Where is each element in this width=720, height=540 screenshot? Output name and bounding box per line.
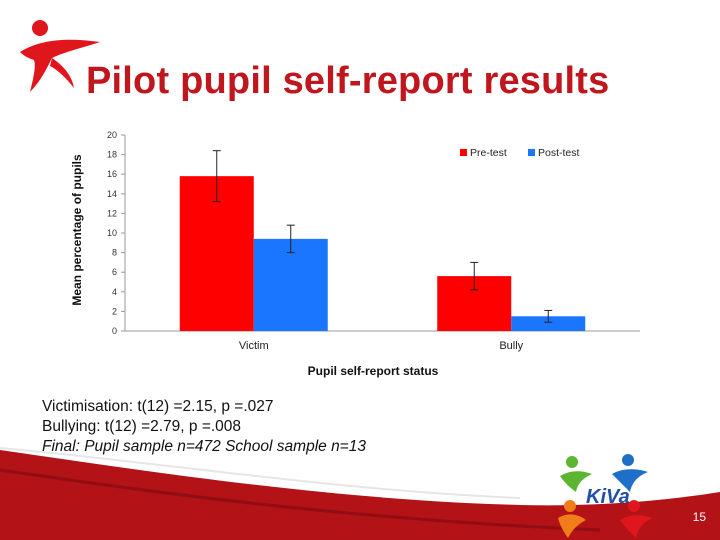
y-tick-label: 8 bbox=[112, 248, 117, 258]
x-axis: Victim Bully bbox=[239, 340, 524, 352]
x-tick-label: Victim bbox=[239, 340, 269, 352]
y-tick-label: 18 bbox=[107, 150, 117, 160]
kiva-logo: KiVa bbox=[558, 454, 652, 538]
bar-post-test-victim bbox=[253, 238, 328, 331]
y-axis-label: Mean percentage of pupils bbox=[70, 154, 84, 306]
y-tick-label: 16 bbox=[107, 169, 117, 179]
legend-label: Post-test bbox=[538, 147, 580, 159]
bars-group bbox=[179, 150, 586, 331]
y-tick-label: 2 bbox=[112, 306, 117, 316]
legend-swatch bbox=[460, 149, 467, 156]
x-tick-label: Bully bbox=[499, 340, 523, 352]
legend: Pre-test Post-test bbox=[460, 147, 580, 159]
legend-label: Pre-test bbox=[470, 147, 507, 159]
stat-bullying: Bullying: t(12) =2.79, p =.008 bbox=[42, 418, 242, 435]
legend-swatch bbox=[528, 149, 535, 156]
kiva-logo-text: KiVa bbox=[586, 486, 630, 508]
page-number: 15 bbox=[692, 510, 706, 524]
stat-victimisation: Victimisation: t(12) =2.15, p =.027 bbox=[42, 398, 274, 415]
y-tick-label: 0 bbox=[112, 326, 117, 336]
y-tick-label: 12 bbox=[107, 208, 117, 218]
y-tick-label: 20 bbox=[107, 130, 117, 140]
bar-chart: 0 2 4 6 8 10 12 14 16 18 20 Victim Bully Pre-test Po… bbox=[70, 130, 640, 378]
y-tick-label: 4 bbox=[112, 287, 117, 297]
stat-sample: Final: Pupil sample n=472 School sample … bbox=[42, 438, 366, 455]
statistics-text: Victimisation: t(12) =2.15, p =.027 Bull… bbox=[42, 397, 366, 457]
y-tick-label: 14 bbox=[107, 189, 117, 199]
y-tick-label: 10 bbox=[107, 228, 117, 238]
brand-figure-icon bbox=[20, 20, 100, 92]
x-axis-label: Pupil self-report status bbox=[308, 364, 439, 378]
y-tick-label: 6 bbox=[112, 267, 117, 277]
page-title: Pilot pupil self-report results bbox=[86, 60, 610, 102]
bar-post-test-bully bbox=[511, 316, 586, 331]
